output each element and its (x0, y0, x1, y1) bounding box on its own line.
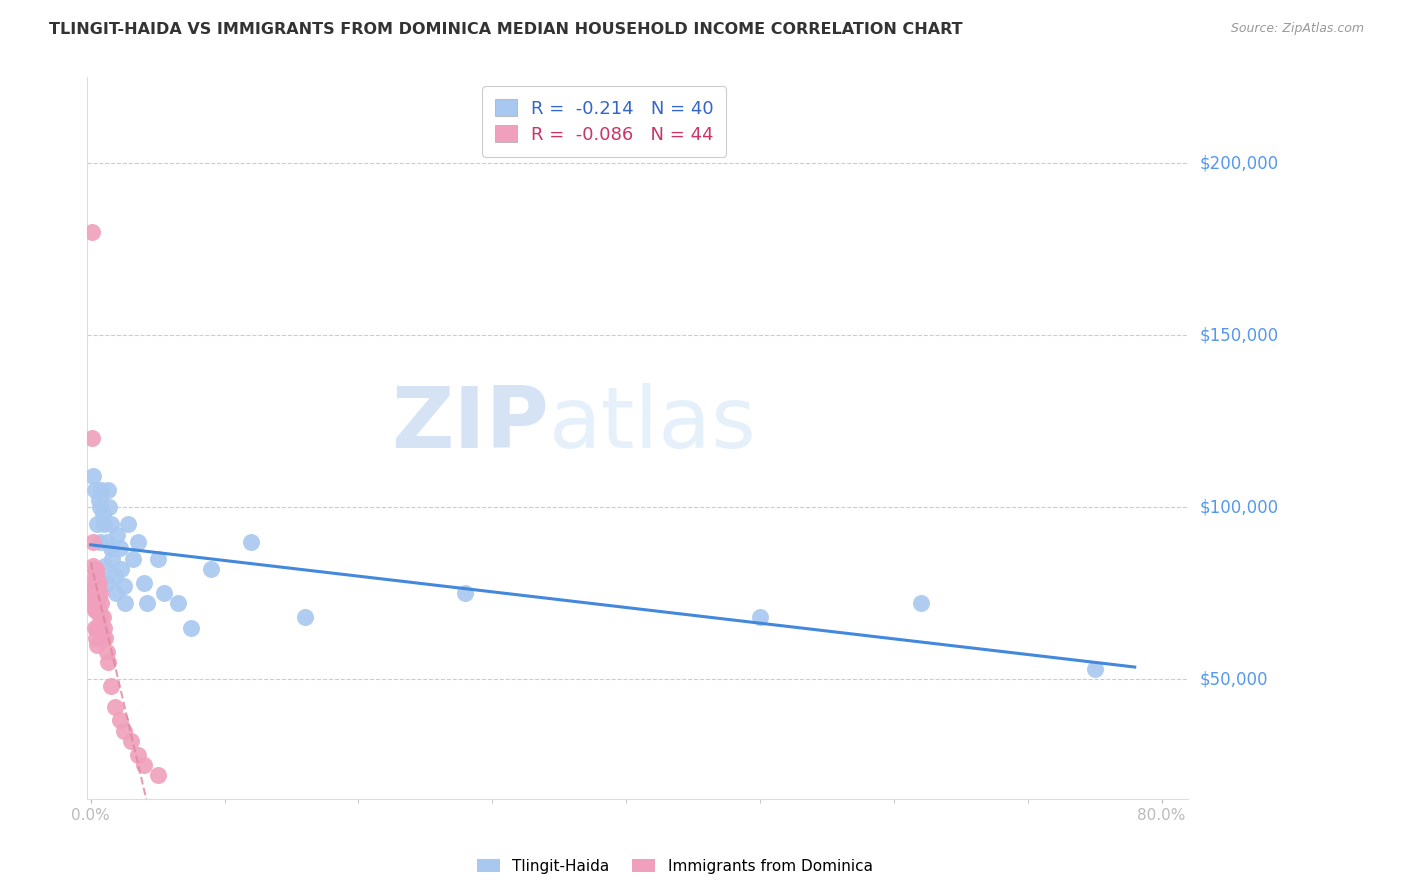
Point (93, 517, 115, 532)
Point (87, 493, 110, 508)
Point (89, 586, 111, 600)
Point (104, 569, 127, 583)
Point (117, 517, 139, 532)
Point (104, 699, 127, 714)
Point (86, 569, 108, 583)
Point (80, 432, 103, 446)
Point (84, 586, 107, 600)
Point (83, 483, 105, 497)
Point (166, 597, 188, 611)
Point (80, 225, 103, 239)
Point (91, 507, 114, 521)
Point (83, 579, 105, 593)
Point (134, 575, 156, 590)
Point (82, 558, 104, 573)
Point (122, 551, 145, 566)
Point (110, 562, 132, 576)
Point (1084, 662, 1107, 676)
Text: $100,000: $100,000 (1199, 499, 1278, 516)
Point (89, 534, 111, 549)
Point (114, 597, 136, 611)
Point (84, 603, 107, 617)
Point (83, 569, 105, 583)
Point (84, 575, 107, 590)
Point (112, 579, 135, 593)
Point (82, 597, 104, 611)
Point (96, 575, 118, 590)
Text: atlas: atlas (550, 383, 758, 466)
Point (86, 621, 108, 635)
Point (96, 534, 118, 549)
Point (134, 758, 156, 772)
Point (146, 551, 169, 566)
Point (240, 534, 263, 549)
Text: $150,000: $150,000 (1199, 326, 1278, 344)
Text: $50,000: $50,000 (1199, 670, 1268, 688)
Text: TLINGIT-HAIDA VS IMMIGRANTS FROM DOMINICA MEDIAN HOUSEHOLD INCOME CORRELATION CH: TLINGIT-HAIDA VS IMMIGRANTS FROM DOMINIC… (49, 22, 963, 37)
Point (90, 483, 112, 497)
Point (86, 579, 108, 593)
Point (101, 551, 124, 566)
Point (107, 527, 129, 541)
Legend: Tlingit-Haida, Immigrants from Dominica: Tlingit-Haida, Immigrants from Dominica (471, 853, 879, 880)
Point (454, 586, 477, 600)
Point (82, 575, 104, 590)
Point (120, 734, 142, 748)
Point (84, 631, 107, 645)
Point (97, 655, 120, 669)
Point (80, 586, 103, 600)
Point (82, 534, 104, 549)
Legend: R =  -0.214   N = 40, R =  -0.086   N = 44: R = -0.214 N = 40, R = -0.086 N = 44 (482, 87, 727, 157)
Point (146, 768, 169, 782)
Point (86, 603, 108, 617)
Point (294, 610, 316, 624)
Point (87, 575, 110, 590)
Point (910, 597, 932, 611)
Point (86, 638, 108, 652)
Point (748, 610, 770, 624)
Point (83, 593, 105, 607)
Point (108, 541, 131, 556)
Point (112, 723, 135, 738)
Point (91, 610, 114, 624)
Point (97, 483, 120, 497)
Point (100, 541, 122, 556)
Text: Source: ZipAtlas.com: Source: ZipAtlas.com (1230, 22, 1364, 36)
Point (90, 597, 112, 611)
Point (86, 517, 108, 532)
Point (98, 500, 121, 515)
Point (83, 603, 105, 617)
Point (89, 500, 111, 515)
Point (87, 603, 110, 617)
Text: ZIP: ZIP (392, 383, 550, 466)
Point (135, 597, 157, 611)
Point (90, 621, 112, 635)
Point (100, 517, 122, 532)
Point (180, 621, 202, 635)
Point (127, 747, 149, 762)
Point (82, 469, 104, 483)
Point (105, 586, 128, 600)
Point (94, 631, 117, 645)
Point (93, 621, 115, 635)
Point (91, 631, 114, 645)
Point (84, 562, 107, 576)
Point (100, 679, 122, 693)
Point (94, 558, 117, 573)
Point (127, 534, 149, 549)
Point (96, 645, 118, 659)
Point (87, 590, 110, 604)
Point (86, 593, 108, 607)
Point (83, 621, 105, 635)
Point (200, 562, 222, 576)
Point (108, 714, 131, 728)
Text: $200,000: $200,000 (1199, 154, 1278, 172)
Point (89, 610, 111, 624)
Point (153, 586, 176, 600)
